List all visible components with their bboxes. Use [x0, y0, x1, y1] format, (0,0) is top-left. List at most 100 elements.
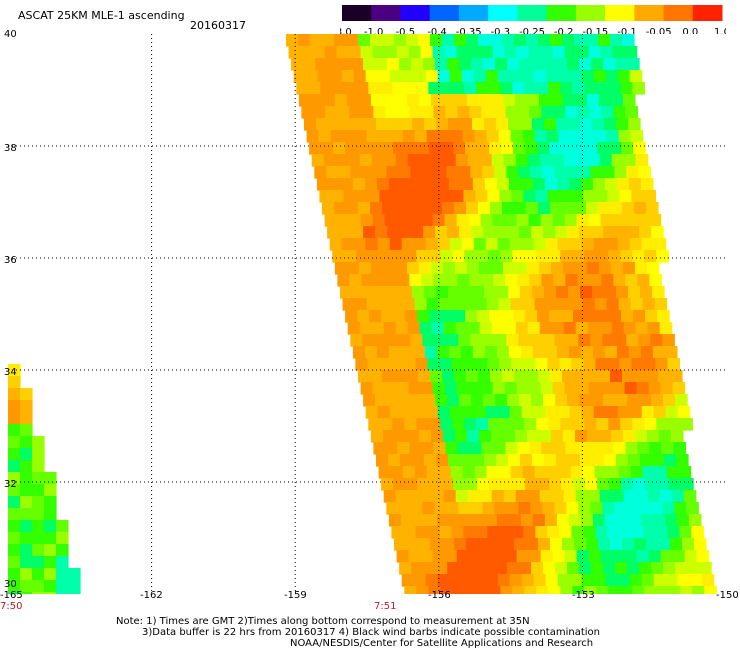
swath-cell	[502, 34, 515, 47]
swath-cell	[590, 502, 603, 515]
swath-cell	[492, 214, 506, 227]
swath-cell	[412, 178, 426, 191]
swath-cell	[538, 262, 552, 275]
swath-cell	[490, 370, 503, 383]
product-date: 20160317	[190, 19, 246, 32]
colorbar-label: -0.2	[554, 27, 574, 38]
swath-cell	[386, 334, 399, 347]
swath-cell	[383, 322, 397, 335]
swath-cell	[627, 562, 640, 575]
swath-cell	[574, 34, 587, 47]
swath-cell	[405, 478, 418, 491]
swath-cell	[449, 70, 463, 83]
swath-cell	[652, 454, 665, 467]
swath-cell	[598, 94, 612, 107]
swath-cell	[396, 214, 410, 227]
swath-cell	[358, 94, 372, 107]
swath-cell	[558, 466, 572, 479]
swath-cell	[431, 322, 445, 335]
swath-cell	[429, 478, 442, 491]
swath-cell	[530, 502, 543, 515]
swath-cell	[340, 178, 354, 191]
swath-cell	[504, 214, 518, 227]
swath-cell	[526, 538, 539, 551]
swath-cell	[646, 202, 659, 215]
swath-cell	[668, 586, 681, 594]
swath-cell	[616, 178, 630, 191]
swath-cell	[375, 226, 388, 239]
swath-cell	[479, 490, 493, 503]
swath-cell	[32, 580, 45, 593]
swath-cell	[472, 454, 485, 467]
swath-cell	[522, 130, 536, 143]
swath-cell	[56, 544, 69, 557]
swath-cell	[560, 418, 573, 431]
swath-cell	[681, 478, 694, 491]
swath-cell	[345, 310, 358, 323]
swath-cell	[440, 586, 453, 594]
swath-cell	[330, 130, 344, 143]
swath-cell	[669, 478, 682, 491]
swath-cell	[477, 478, 490, 491]
swath-cell	[336, 46, 350, 59]
swath-cell	[570, 466, 584, 479]
swath-cell	[425, 238, 439, 251]
swath-cell	[632, 418, 645, 431]
swath-cell	[608, 82, 621, 95]
swath-cell	[466, 262, 480, 275]
swath-cell	[288, 46, 302, 59]
swath-cell	[350, 334, 363, 347]
swath-cell	[377, 238, 391, 251]
swath-cell	[465, 142, 478, 155]
swath-cell	[412, 454, 425, 467]
swath-cell	[424, 118, 437, 131]
swath-cell	[490, 202, 503, 215]
swath-cell	[463, 526, 476, 539]
swath-cell	[620, 250, 633, 263]
swath-cell	[414, 130, 428, 143]
swath-cell	[641, 574, 655, 587]
swath-cell	[652, 514, 666, 527]
swath-cell	[675, 394, 688, 407]
colorbar-label: -0.05	[646, 27, 672, 38]
swath-cell	[394, 262, 408, 275]
swath-cell	[512, 418, 525, 431]
swath-cell	[393, 478, 406, 491]
swath-cell	[449, 238, 463, 251]
swath-cell	[382, 262, 396, 275]
swath-cell	[484, 514, 498, 527]
swath-cell	[560, 250, 573, 263]
swath-cell	[412, 346, 426, 359]
swath-cell	[44, 592, 57, 594]
swath-cell	[483, 226, 496, 239]
swath-cell	[496, 118, 509, 131]
swath-cell	[608, 586, 621, 594]
swath-cell	[633, 142, 646, 155]
swath-cell	[388, 454, 401, 467]
swath-cell	[342, 298, 356, 311]
swath-cell	[620, 586, 633, 594]
swath-cell	[411, 226, 424, 239]
swath-cell	[478, 370, 491, 383]
swath-cell	[502, 538, 515, 551]
swath-cell	[603, 226, 616, 239]
swath-cell	[543, 562, 556, 575]
swath-cell	[469, 442, 482, 455]
swath-cell	[562, 370, 575, 383]
swath-cell	[369, 310, 382, 323]
swath-cell	[423, 394, 436, 407]
swath-cell	[383, 490, 397, 503]
swath-cell	[563, 154, 577, 167]
swath-cell	[439, 526, 452, 539]
swath-cell	[617, 70, 631, 83]
swath-cell	[406, 370, 419, 383]
swath-cell	[416, 82, 429, 95]
swath-cell	[488, 250, 501, 263]
swath-cell	[381, 310, 394, 323]
swath-cell	[588, 550, 602, 563]
swath-cell	[408, 214, 422, 227]
swath-cell	[604, 454, 617, 467]
swath-cell	[509, 70, 523, 83]
swath-cell	[584, 418, 597, 431]
swath-cell	[420, 214, 434, 227]
